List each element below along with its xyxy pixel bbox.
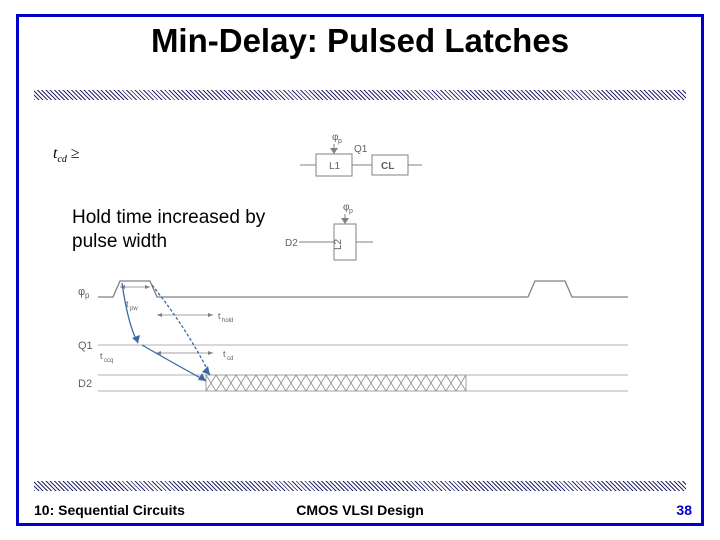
slide-title: Min-Delay: Pulsed Latches	[0, 22, 720, 60]
equation-rel: ≥	[71, 145, 80, 162]
equation-sub: cd	[57, 154, 66, 165]
circuit-mid: φ p L2 D2	[285, 200, 385, 262]
l2-label: L2	[333, 238, 344, 250]
phi2-sub: p	[349, 208, 353, 215]
body-line1: Hold time increased by	[72, 206, 265, 230]
svg-text:pw: pw	[130, 306, 138, 312]
divider-bottom	[34, 481, 686, 491]
d2-crosshatch	[206, 375, 466, 391]
timing-d2-label: D2	[78, 378, 92, 390]
equation: tcd ≥	[53, 145, 80, 165]
svg-text:ccq: ccq	[104, 358, 113, 364]
slide: Min-Delay: Pulsed Latches tcd ≥ Hold tim…	[0, 0, 720, 540]
footer-center: CMOS VLSI Design	[0, 502, 720, 518]
latch-label: L1	[329, 161, 341, 172]
arrow-1	[122, 283, 138, 343]
q1-label: Q1	[354, 144, 368, 155]
body-line2: pulse width	[72, 230, 265, 254]
timing-q1-label: Q1	[78, 340, 93, 352]
circuit-top: φ p L1 Q1 CL	[290, 130, 430, 190]
d2-label: D2	[285, 238, 298, 249]
timing-diagram: φ p t pw t hold Q1 t ccq t cd D2	[78, 275, 638, 425]
thold-label: t	[218, 311, 221, 321]
tccq-label: t	[100, 351, 103, 361]
tcd-label: t	[223, 349, 226, 359]
svg-text:cd: cd	[227, 356, 233, 362]
svg-text:hold: hold	[222, 318, 233, 324]
divider-top	[34, 90, 686, 100]
arrow-3	[152, 285, 210, 375]
body-text: Hold time increased by pulse width	[72, 206, 265, 254]
svg-text:p: p	[85, 291, 90, 300]
footer-right: 38	[676, 502, 692, 518]
arrow-2	[142, 345, 206, 381]
cl-label: CL	[381, 161, 394, 172]
phi-sub: p	[338, 138, 342, 145]
